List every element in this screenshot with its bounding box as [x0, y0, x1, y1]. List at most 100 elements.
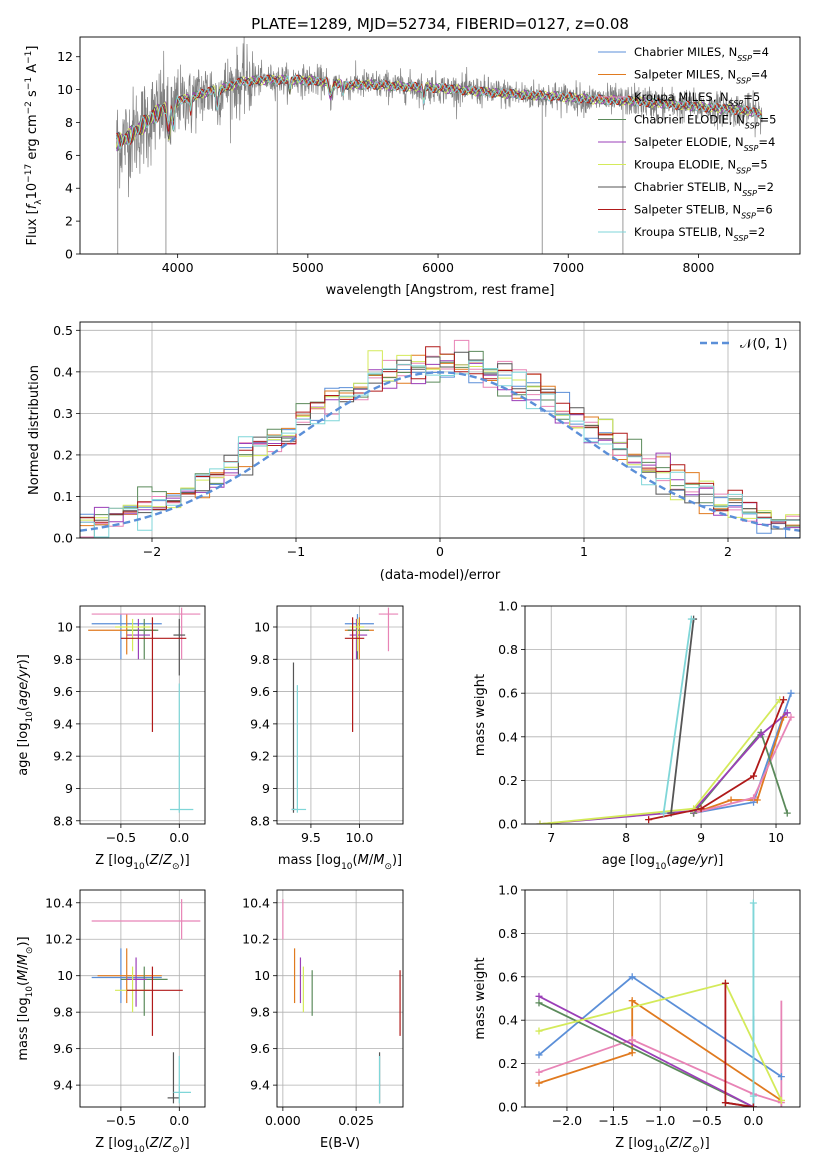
- legend-text: Kroupa STELIB, N: [634, 225, 734, 239]
- weight-line-salpeter_miles: [538, 999, 782, 1102]
- legend-suffix: =2: [748, 225, 765, 239]
- legend-text: Salpeter STELIB, N: [634, 203, 741, 217]
- legend-subscript: SSP: [729, 99, 744, 108]
- label-part: )]: [392, 853, 402, 868]
- weight-marker-kroupa_stelib: [687, 615, 695, 623]
- legend-subscript: SSP: [737, 54, 752, 63]
- y-tick-label: 9.2: [250, 749, 270, 764]
- label-part: erg cm: [25, 114, 40, 163]
- x-tick-label: −1.0: [645, 1113, 675, 1128]
- legend-suffix: =4: [758, 135, 775, 149]
- y-axis-label: mass [log10(M/M⊙)]: [16, 936, 35, 1060]
- y-tick-label: 8: [65, 115, 73, 130]
- label-part: Z: [149, 1136, 160, 1151]
- label-part: Z [: [95, 853, 113, 868]
- x-tick-label: 10: [768, 830, 784, 845]
- legend-label-chabrier_miles: Chabrier MILES, NSSP=4: [634, 45, 769, 63]
- y-tick-label: 9.4: [250, 716, 270, 731]
- y-tick-label: 10: [57, 968, 73, 983]
- legend-suffix: =2: [757, 180, 774, 194]
- legend-label-kroupa_stelib: Kroupa STELIB, NSSP=2: [634, 225, 765, 243]
- y-tick-label: 0.6: [498, 969, 518, 984]
- y-tick-label: 0.8: [498, 642, 518, 657]
- legend-suffix: =5: [760, 113, 777, 127]
- label-part: mass [: [278, 853, 321, 868]
- legend-text: Salpeter ELODIE, N: [634, 135, 744, 149]
- y-tick-label: 0.1: [53, 489, 73, 504]
- axes-frame: [276, 889, 404, 1108]
- histogram-chabrier_stelib: [80, 351, 800, 530]
- x-axis-label: wavelength [Angstrom, rest frame]: [326, 283, 555, 298]
- weight-marker-kroupa_miles: [787, 713, 795, 721]
- model-spectrum-kroupa_stelib: [116, 75, 763, 150]
- label-part: 10: [25, 183, 40, 200]
- y-axis-label: Flux [fλ10−17 erg cm−2 s−1 A−1]: [24, 46, 44, 246]
- label-part: 10: [655, 862, 667, 872]
- label-part: log: [113, 1136, 133, 1151]
- x-axis-label: age [log10(age/yr)]: [602, 853, 724, 872]
- x-tick-label: 7: [547, 830, 555, 845]
- legend-text: Chabrier ELODIE, N: [634, 113, 745, 127]
- label-part: −1: [24, 77, 34, 90]
- y-tick-label: 9.4: [250, 1078, 270, 1093]
- weight-marker-kroupa_elodie: [777, 1096, 785, 1104]
- legend-label-kroupa_miles: Kroupa MILES, NSSP=5: [634, 90, 760, 108]
- weight-marker-kroupa_miles: [628, 1036, 636, 1044]
- y-tick-label: 9.6: [250, 684, 270, 699]
- legend-subscript: SSP: [742, 189, 757, 198]
- weight-line-salpeter_elodie: [538, 995, 754, 1107]
- weight-marker-kroupa_stelib: [749, 1092, 757, 1100]
- legend-text: Kroupa ELODIE, N: [634, 158, 736, 172]
- legend-suffix: =5: [751, 158, 768, 172]
- spectrum-panel: 4000 5000 6000 7000 8000 0 2 4 6 8 10 12 wavelength …: [24, 36, 801, 298]
- label-part: 10: [653, 1145, 665, 1155]
- y-tick-label: 9.4: [53, 1078, 73, 1093]
- y-tick-label: 10.4: [242, 895, 270, 910]
- weight-marker-salpeter_stelib: [749, 1103, 757, 1107]
- legend-label-kroupa_elodie: Kroupa ELODIE, NSSP=5: [634, 158, 768, 176]
- legend-suffix: =4: [752, 45, 769, 59]
- label-part: Z: [149, 853, 160, 868]
- y-tick-label: 0.2: [498, 773, 518, 788]
- label-part: (: [145, 853, 150, 868]
- legend-subscript: SSP: [736, 76, 751, 85]
- legend-text: Chabrier MILES, N: [634, 45, 737, 59]
- label-part: −1: [24, 51, 34, 64]
- y-tick-label: 10: [57, 82, 73, 97]
- x-tick-label: 2: [724, 544, 732, 559]
- legend-subscript: SSP: [734, 234, 749, 243]
- label-part: log: [635, 853, 655, 868]
- normal-distribution-curve: [80, 371, 800, 532]
- y-tick-label: 0: [65, 247, 73, 262]
- weight-marker-kroupa_miles: [535, 1068, 543, 1076]
- label-part: M: [16, 970, 31, 981]
- label-part: (: [16, 981, 31, 986]
- x-axis-label: Z [log10(Z/Z⊙)]: [95, 1136, 189, 1155]
- weight-marker-salpeter_miles: [753, 796, 761, 804]
- label-part: log: [113, 853, 133, 868]
- x-tick-label: 10.0: [345, 830, 373, 845]
- label-part: ⊙: [384, 862, 392, 872]
- label-part: f: [25, 202, 40, 209]
- x-tick-label: 8: [622, 830, 630, 845]
- label-part: Z: [669, 1136, 680, 1151]
- y-tick-label: 6: [65, 148, 73, 163]
- label-part: M: [16, 954, 31, 965]
- weight-marker-chabrier_miles: [628, 973, 636, 981]
- mass-weight-vs-metallicity-panel: −2.0 −1.5 −1.0 −0.5 0.0 0.0 0.2 0.4 0.6 0.8 1.0 Z […: [473, 883, 801, 1155]
- axes-frame: [524, 889, 801, 1108]
- y-tick-label: 9.8: [53, 652, 73, 667]
- y-tick-label: 9.6: [53, 1041, 73, 1056]
- y-tick-label: 10.2: [242, 932, 270, 947]
- weight-line-chabrier_stelib: [670, 618, 695, 814]
- histogram-kroupa_stelib: [80, 360, 800, 538]
- y-tick-label: 9: [262, 781, 270, 796]
- label-part: /: [369, 853, 374, 868]
- label-part: (: [353, 853, 358, 868]
- histogram-salpeter_stelib: [80, 346, 800, 524]
- y-tick-label: 9.4: [53, 716, 73, 731]
- label-part: )]: [180, 1136, 190, 1151]
- y-tick-label: 9: [65, 781, 73, 796]
